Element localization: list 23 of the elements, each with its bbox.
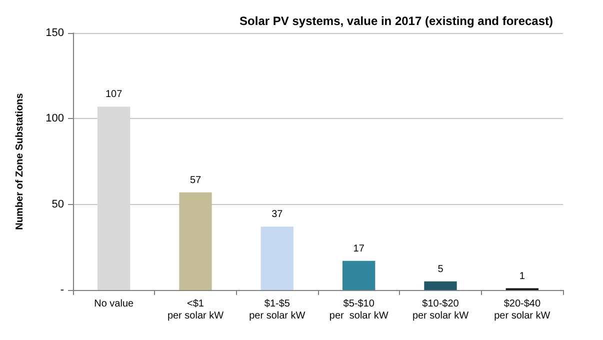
x-tick-label: $1-$5 per solar kW: [249, 298, 306, 322]
x-tick-label: $10-$20 per solar kW: [412, 298, 470, 322]
x-tick-label: $5-$10 per solar kW: [329, 298, 389, 322]
y-tick-label: 150: [46, 27, 64, 39]
data-label: 17: [353, 243, 365, 254]
bar: [179, 192, 212, 290]
data-label: 1: [519, 270, 526, 282]
data-label: 5: [438, 264, 444, 275]
bar: [98, 106, 130, 290]
bar: [342, 260, 376, 290]
data-label: 107: [105, 89, 123, 100]
bar: [260, 226, 294, 290]
y-tick-label: 100: [46, 112, 64, 125]
y-tick-label: 50: [52, 198, 64, 210]
y-axis-title: Number of Zone Substations: [14, 92, 26, 230]
data-label: 57: [190, 174, 202, 186]
data-label: 37: [272, 209, 284, 220]
chart-title: Solar PV systems, value in 2017 (existing and forecast): [240, 14, 554, 28]
x-tick-label: No value: [94, 298, 134, 310]
x-tick-label: $20-$40 per solar kW: [494, 298, 551, 322]
y-tick-label: -: [60, 284, 64, 296]
bar: [424, 281, 457, 290]
x-tick-label: <$1 per solar kW: [167, 298, 224, 322]
